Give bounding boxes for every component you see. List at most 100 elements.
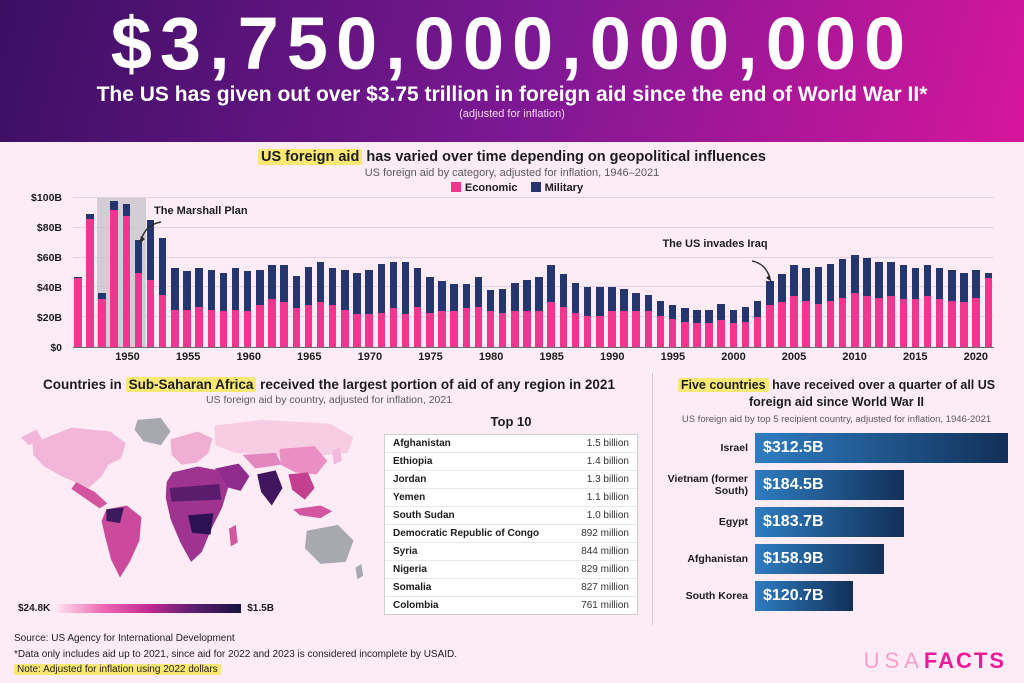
military-segment xyxy=(377,263,386,313)
military-segment xyxy=(486,290,495,312)
aid-bar-1955 xyxy=(183,198,191,347)
x-tick-label: 2015 xyxy=(902,351,928,363)
bottom-section: Countries in Sub-Saharan Africa received… xyxy=(0,373,1024,625)
military-segment xyxy=(523,279,531,312)
economic-segment xyxy=(887,296,895,347)
aid-bar-1986 xyxy=(559,198,568,347)
aid-bar-1999 xyxy=(717,198,725,347)
gridline xyxy=(73,256,994,258)
scale-max-label: $1.5B xyxy=(247,603,274,614)
map-india xyxy=(257,470,283,506)
military-segment xyxy=(98,293,106,300)
gridline xyxy=(73,316,994,318)
military-segment xyxy=(74,276,82,279)
chart-legend: Economic Military xyxy=(18,182,1006,194)
bar-row: Vietnam (former South) $184.5B xyxy=(665,469,1008,500)
timeseries-title: US foreign aid has varied over time depe… xyxy=(18,149,1006,165)
aid-bar-2004 xyxy=(778,198,786,347)
map-title: Countries in Sub-Saharan Africa received… xyxy=(14,377,644,392)
aid-bar-1949 xyxy=(110,198,118,347)
bar-zone: $120.7B xyxy=(755,580,1008,611)
aid-bar: $312.5B xyxy=(755,432,1008,463)
aid-bar: $183.7B xyxy=(755,506,904,537)
military-segment xyxy=(571,282,580,313)
economic-segment xyxy=(948,300,956,347)
aid-bar-1987 xyxy=(571,198,580,347)
aid-bar-2011 xyxy=(863,198,871,347)
economic-segment xyxy=(523,311,531,347)
military-segment xyxy=(547,265,555,303)
economic-segment xyxy=(377,312,386,347)
aid-bar-1950 xyxy=(122,198,131,347)
military-segment xyxy=(110,200,118,210)
bar-row: Israel $312.5B xyxy=(665,432,1008,463)
aid-bar-1997 xyxy=(693,198,701,347)
military-segment xyxy=(948,269,956,301)
military-segment xyxy=(256,269,264,306)
scale-gradient-bar xyxy=(56,604,242,613)
aid-bar-1968 xyxy=(341,198,349,347)
x-axis: 1950 1955 1960 1965 1970 1975 1980 1985 1990 1995… xyxy=(73,348,994,365)
economic-segment xyxy=(717,320,725,347)
bar-label: Afghanistan xyxy=(687,552,748,565)
military-segment xyxy=(219,272,228,312)
military-segment xyxy=(280,265,288,303)
military-segment xyxy=(328,268,337,306)
economic-segment xyxy=(158,294,167,347)
economic-segment xyxy=(960,302,968,347)
economic-segment xyxy=(110,209,118,347)
usafacts-logo: USAFACTS xyxy=(864,648,1006,678)
top10-section: Top 10 Afghanistan 1.5 billion Ethiopia 1.… xyxy=(374,414,644,615)
timeseries-section: US foreign aid has varied over time depe… xyxy=(0,142,1024,365)
aid-bar-2010 xyxy=(851,198,859,347)
military-segment xyxy=(268,265,276,300)
military-segment xyxy=(511,282,519,312)
row-country: Yemen xyxy=(393,492,426,503)
map-japan xyxy=(332,447,342,465)
world-map xyxy=(20,417,364,580)
x-tick-label: 2020 xyxy=(963,351,989,363)
economic-segment xyxy=(899,299,908,347)
row-amount: 761 million xyxy=(581,600,629,611)
table-row: South Sudan 1.0 billion xyxy=(385,507,637,525)
y-tick-label: $60B xyxy=(36,252,62,264)
aid-bar-1977 xyxy=(450,198,458,347)
aid-bar-1998 xyxy=(705,198,713,347)
economic-segment xyxy=(195,306,203,347)
bar-row: Egypt $183.7B xyxy=(665,506,1008,537)
aid-bar-2012 xyxy=(875,198,883,347)
inflation-note-highlight: Note: Adjusted for inflation using 2022 … xyxy=(14,664,221,675)
economic-segment xyxy=(231,309,240,347)
economic-segment xyxy=(935,299,944,347)
economic-segment xyxy=(535,311,543,347)
inflation-note-line: Note: Adjusted for inflation using 2022 … xyxy=(14,662,457,678)
economic-segment xyxy=(280,302,288,347)
economic-segment xyxy=(875,297,883,347)
aid-bar-2017 xyxy=(935,198,944,347)
aid-bar-1974 xyxy=(413,198,422,347)
map-australia xyxy=(304,524,354,564)
y-tick-label: $0 xyxy=(50,342,62,354)
military-segment xyxy=(935,268,944,300)
military-segment xyxy=(462,284,470,309)
aid-bar-2006 xyxy=(802,198,810,347)
x-tick-label: 1985 xyxy=(539,351,564,363)
map-new-zealand xyxy=(355,563,364,580)
x-tick-label: 2000 xyxy=(721,351,746,363)
military-segment xyxy=(183,271,191,310)
aid-bar-1961 xyxy=(256,198,264,347)
economic-segment xyxy=(559,306,568,347)
economic-segment xyxy=(438,311,446,347)
economic-segment xyxy=(316,302,325,347)
economic-segment xyxy=(644,311,653,347)
military-segment xyxy=(559,274,568,307)
legend-economic-label: Economic xyxy=(464,182,518,194)
aid-bar-1962 xyxy=(268,198,276,347)
table-row: Jordan 1.3 billion xyxy=(385,471,637,489)
bar-zone: $312.5B xyxy=(755,432,1008,463)
aid-bar-2003 xyxy=(766,198,774,347)
military-segment xyxy=(863,257,871,297)
aid-bar: $120.7B xyxy=(755,580,853,611)
map-indonesia xyxy=(293,505,333,519)
